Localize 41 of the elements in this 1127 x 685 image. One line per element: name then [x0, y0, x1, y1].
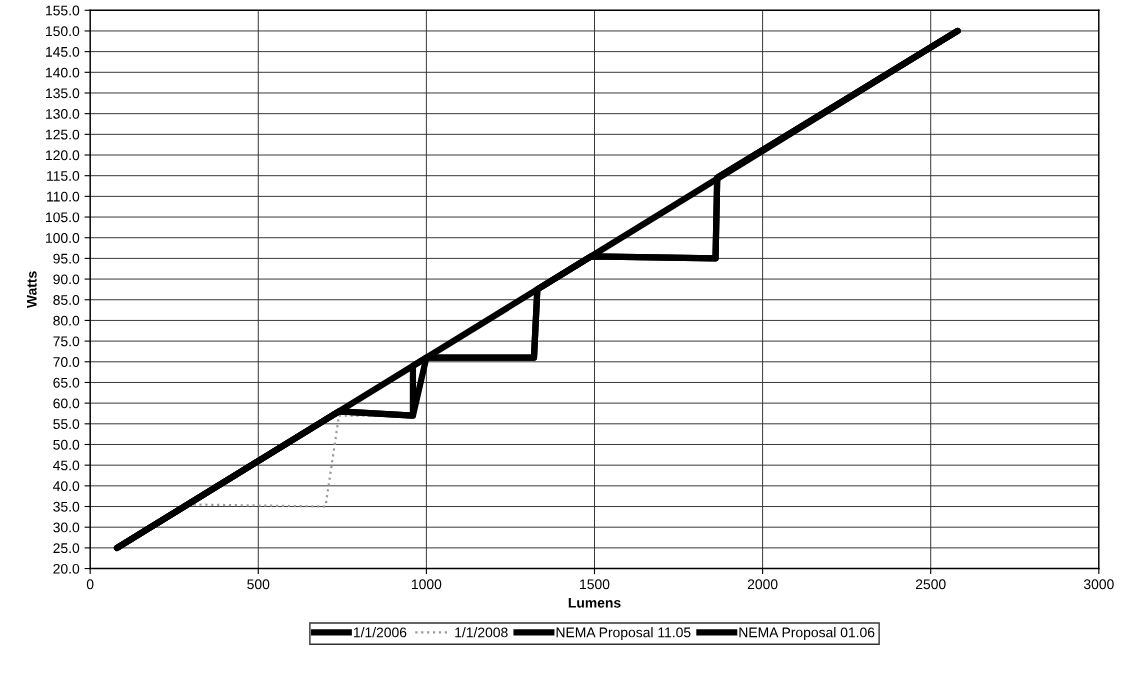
y-tick-label: 40.0: [53, 481, 80, 492]
y-tick-label: 20.0: [53, 563, 80, 574]
y-tick-label: 110.0: [47, 191, 80, 202]
y-tick-label: 150.0: [46, 26, 80, 37]
x-tick-label: 2500: [915, 579, 946, 590]
y-tick-label: 45.0: [53, 460, 80, 471]
x-tick-label: 2000: [747, 579, 778, 590]
legend-label: NEMA Proposal 11.05: [556, 627, 691, 641]
y-tick-label: 130.0: [46, 108, 80, 119]
x-axis-title: Lumens: [568, 597, 621, 608]
y-tick-label: 35.0: [53, 501, 80, 512]
x-tick-label: 500: [247, 579, 270, 590]
y-tick-label: 135.0: [46, 88, 80, 99]
y-tick-label: 115.0: [47, 171, 80, 181]
y-tick-label: 140.0: [46, 67, 80, 78]
legend-label: 1/1/2008: [455, 627, 508, 638]
y-tick-label: 125.0: [46, 129, 80, 140]
y-tick-label: 85.0: [53, 295, 80, 305]
y-tick-label: 55.0: [53, 419, 80, 429]
legend-label: 1/1/2006: [353, 627, 407, 638]
x-tick-label: 1000: [411, 579, 442, 590]
y-tick-label: 155.0: [46, 5, 80, 16]
y-tick-label: 95.0: [53, 253, 80, 264]
y-tick-label: 80.0: [53, 315, 80, 326]
y-tick-label: 70.0: [53, 357, 80, 367]
y-tick-label: 145.0: [46, 46, 80, 57]
y-tick-label: 120.0: [46, 150, 80, 161]
y-tick-label: 50.0: [53, 439, 80, 450]
y-axis-title: Watts: [27, 271, 37, 309]
x-tick-label: 1500: [580, 579, 610, 590]
y-tick-label: 65.0: [53, 377, 80, 388]
y-tick-label: 25.0: [53, 543, 80, 554]
y-tick-label: 105.0: [46, 212, 80, 223]
x-tick-label: 0: [86, 579, 94, 590]
y-tick-label: 90.0: [53, 274, 80, 285]
legend-label: NEMA Proposal 01.06: [739, 627, 875, 641]
x-tick-label: 3000: [1083, 579, 1114, 590]
y-tick-label: 100.0: [46, 233, 80, 243]
y-tick-label: 60.0: [53, 398, 80, 409]
y-tick-label: 75.0: [53, 336, 80, 347]
y-tick-label: 30.0: [53, 522, 80, 533]
